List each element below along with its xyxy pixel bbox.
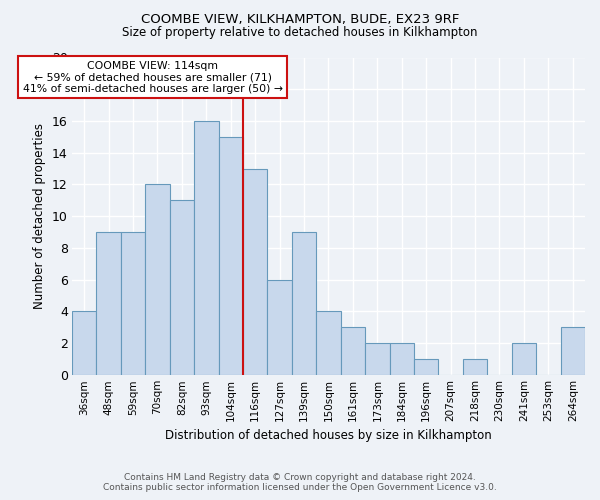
- Bar: [512, 343, 536, 375]
- Bar: [268, 280, 292, 375]
- Bar: [316, 312, 341, 375]
- Bar: [72, 312, 97, 375]
- Y-axis label: Number of detached properties: Number of detached properties: [34, 123, 46, 309]
- Bar: [341, 328, 365, 375]
- Bar: [170, 200, 194, 375]
- Bar: [292, 232, 316, 375]
- Text: COOMBE VIEW: 114sqm
← 59% of detached houses are smaller (71)
41% of semi-detach: COOMBE VIEW: 114sqm ← 59% of detached ho…: [23, 60, 283, 94]
- Bar: [365, 343, 389, 375]
- Bar: [414, 359, 439, 375]
- Text: Contains HM Land Registry data © Crown copyright and database right 2024.
Contai: Contains HM Land Registry data © Crown c…: [103, 473, 497, 492]
- Bar: [121, 232, 145, 375]
- Bar: [389, 343, 414, 375]
- Bar: [243, 168, 268, 375]
- Bar: [194, 121, 218, 375]
- Bar: [145, 184, 170, 375]
- Bar: [560, 328, 585, 375]
- Text: COOMBE VIEW, KILKHAMPTON, BUDE, EX23 9RF: COOMBE VIEW, KILKHAMPTON, BUDE, EX23 9RF: [141, 12, 459, 26]
- Bar: [97, 232, 121, 375]
- Text: Size of property relative to detached houses in Kilkhampton: Size of property relative to detached ho…: [122, 26, 478, 39]
- X-axis label: Distribution of detached houses by size in Kilkhampton: Distribution of detached houses by size …: [165, 430, 492, 442]
- Bar: [463, 359, 487, 375]
- Bar: [218, 137, 243, 375]
